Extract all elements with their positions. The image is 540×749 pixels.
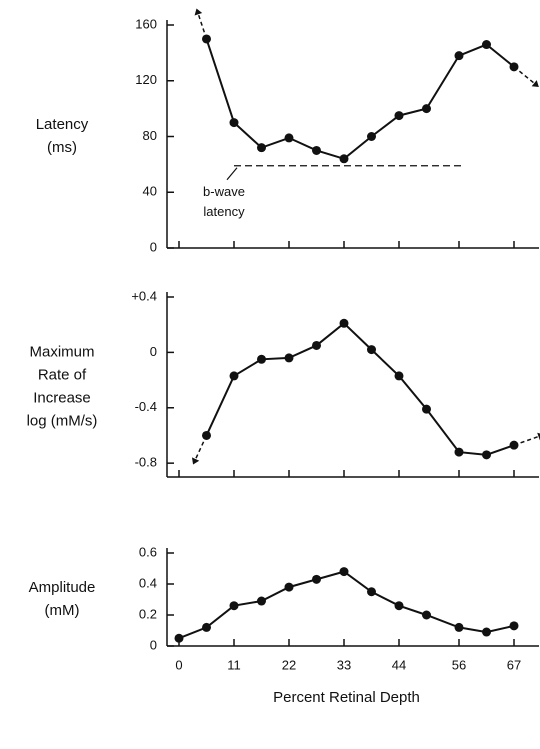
data-point bbox=[202, 622, 211, 632]
data-point bbox=[394, 371, 404, 381]
data-point bbox=[202, 34, 211, 44]
x-tick-label: 67 bbox=[507, 657, 521, 672]
data-point bbox=[422, 104, 431, 114]
data-point bbox=[202, 430, 211, 440]
arrow-head bbox=[531, 80, 539, 87]
y-axis-label: (mM) bbox=[45, 602, 80, 619]
data-point bbox=[422, 404, 431, 414]
data-point bbox=[284, 133, 294, 143]
y-tick-label: 40 bbox=[143, 184, 157, 199]
data-point bbox=[312, 574, 321, 584]
data-line bbox=[205, 38, 515, 160]
data-point bbox=[367, 587, 376, 597]
x-tick-label: 56 bbox=[452, 657, 466, 672]
y-tick-label: 80 bbox=[143, 128, 157, 143]
y-axis-label: Increase bbox=[33, 389, 91, 406]
x-tick-label: 11 bbox=[227, 657, 241, 672]
data-point bbox=[229, 371, 239, 381]
data-line bbox=[205, 321, 515, 456]
data-point bbox=[229, 118, 239, 128]
data-point bbox=[509, 621, 519, 631]
arrow-head bbox=[537, 432, 540, 441]
data-point bbox=[257, 596, 266, 606]
y-tick-label: 0.2 bbox=[139, 606, 157, 621]
data-line bbox=[178, 570, 515, 640]
arrow-head bbox=[191, 457, 200, 465]
trend-arrow bbox=[513, 66, 535, 84]
data-point bbox=[422, 610, 431, 620]
y-tick-label: +0.4 bbox=[131, 288, 157, 303]
y-tick-label: 0 bbox=[150, 637, 157, 652]
x-tick-label: 33 bbox=[337, 657, 351, 672]
data-point bbox=[312, 145, 321, 155]
data-point bbox=[509, 62, 519, 72]
x-axis-label: Percent Retinal Depth bbox=[273, 689, 420, 706]
data-point bbox=[284, 582, 294, 592]
data-point bbox=[339, 318, 349, 328]
y-tick-label: -0.8 bbox=[135, 455, 157, 470]
data-point bbox=[454, 51, 464, 61]
x-tick-label: 0 bbox=[175, 657, 182, 672]
data-point bbox=[257, 354, 266, 364]
annotation: latency bbox=[203, 204, 245, 219]
data-point bbox=[229, 601, 239, 611]
y-tick-label: 0.4 bbox=[139, 575, 157, 590]
data-point bbox=[454, 447, 464, 457]
data-point bbox=[339, 567, 349, 577]
y-tick-label: 120 bbox=[135, 72, 157, 87]
arrow-head bbox=[194, 8, 203, 16]
data-point bbox=[482, 627, 491, 637]
data-point bbox=[257, 143, 266, 153]
trend-arrow bbox=[513, 435, 539, 446]
data-point bbox=[482, 450, 491, 460]
y-axis-label: Maximum bbox=[29, 343, 94, 360]
y-tick-label: 0.6 bbox=[139, 544, 157, 559]
annotation-pointer bbox=[226, 167, 238, 181]
data-point bbox=[367, 345, 376, 355]
y-tick-label: -0.4 bbox=[135, 399, 157, 414]
trend-arrow bbox=[194, 435, 208, 460]
y-axis-label: Amplitude bbox=[29, 579, 96, 596]
y-axis-label: (ms) bbox=[47, 139, 77, 156]
data-point bbox=[482, 40, 491, 50]
y-axis-label: Latency bbox=[36, 116, 89, 133]
annotation: b-wave bbox=[203, 184, 245, 199]
y-tick-label: 0 bbox=[150, 239, 157, 254]
x-tick-label: 22 bbox=[282, 657, 296, 672]
data-point bbox=[367, 132, 376, 141]
data-point bbox=[509, 440, 519, 450]
data-point bbox=[312, 340, 321, 350]
data-point bbox=[394, 601, 404, 611]
data-point bbox=[284, 353, 294, 363]
trend-arrow bbox=[197, 14, 208, 40]
data-point bbox=[394, 111, 404, 121]
y-tick-label: 160 bbox=[135, 16, 157, 31]
y-tick-label: 0 bbox=[150, 344, 157, 359]
data-point bbox=[339, 154, 349, 164]
x-tick-label: 44 bbox=[392, 657, 406, 672]
y-axis-label: Rate of bbox=[38, 366, 87, 383]
y-axis-label: log (mM/s) bbox=[27, 412, 98, 429]
data-point bbox=[174, 633, 184, 643]
data-point bbox=[454, 622, 464, 632]
